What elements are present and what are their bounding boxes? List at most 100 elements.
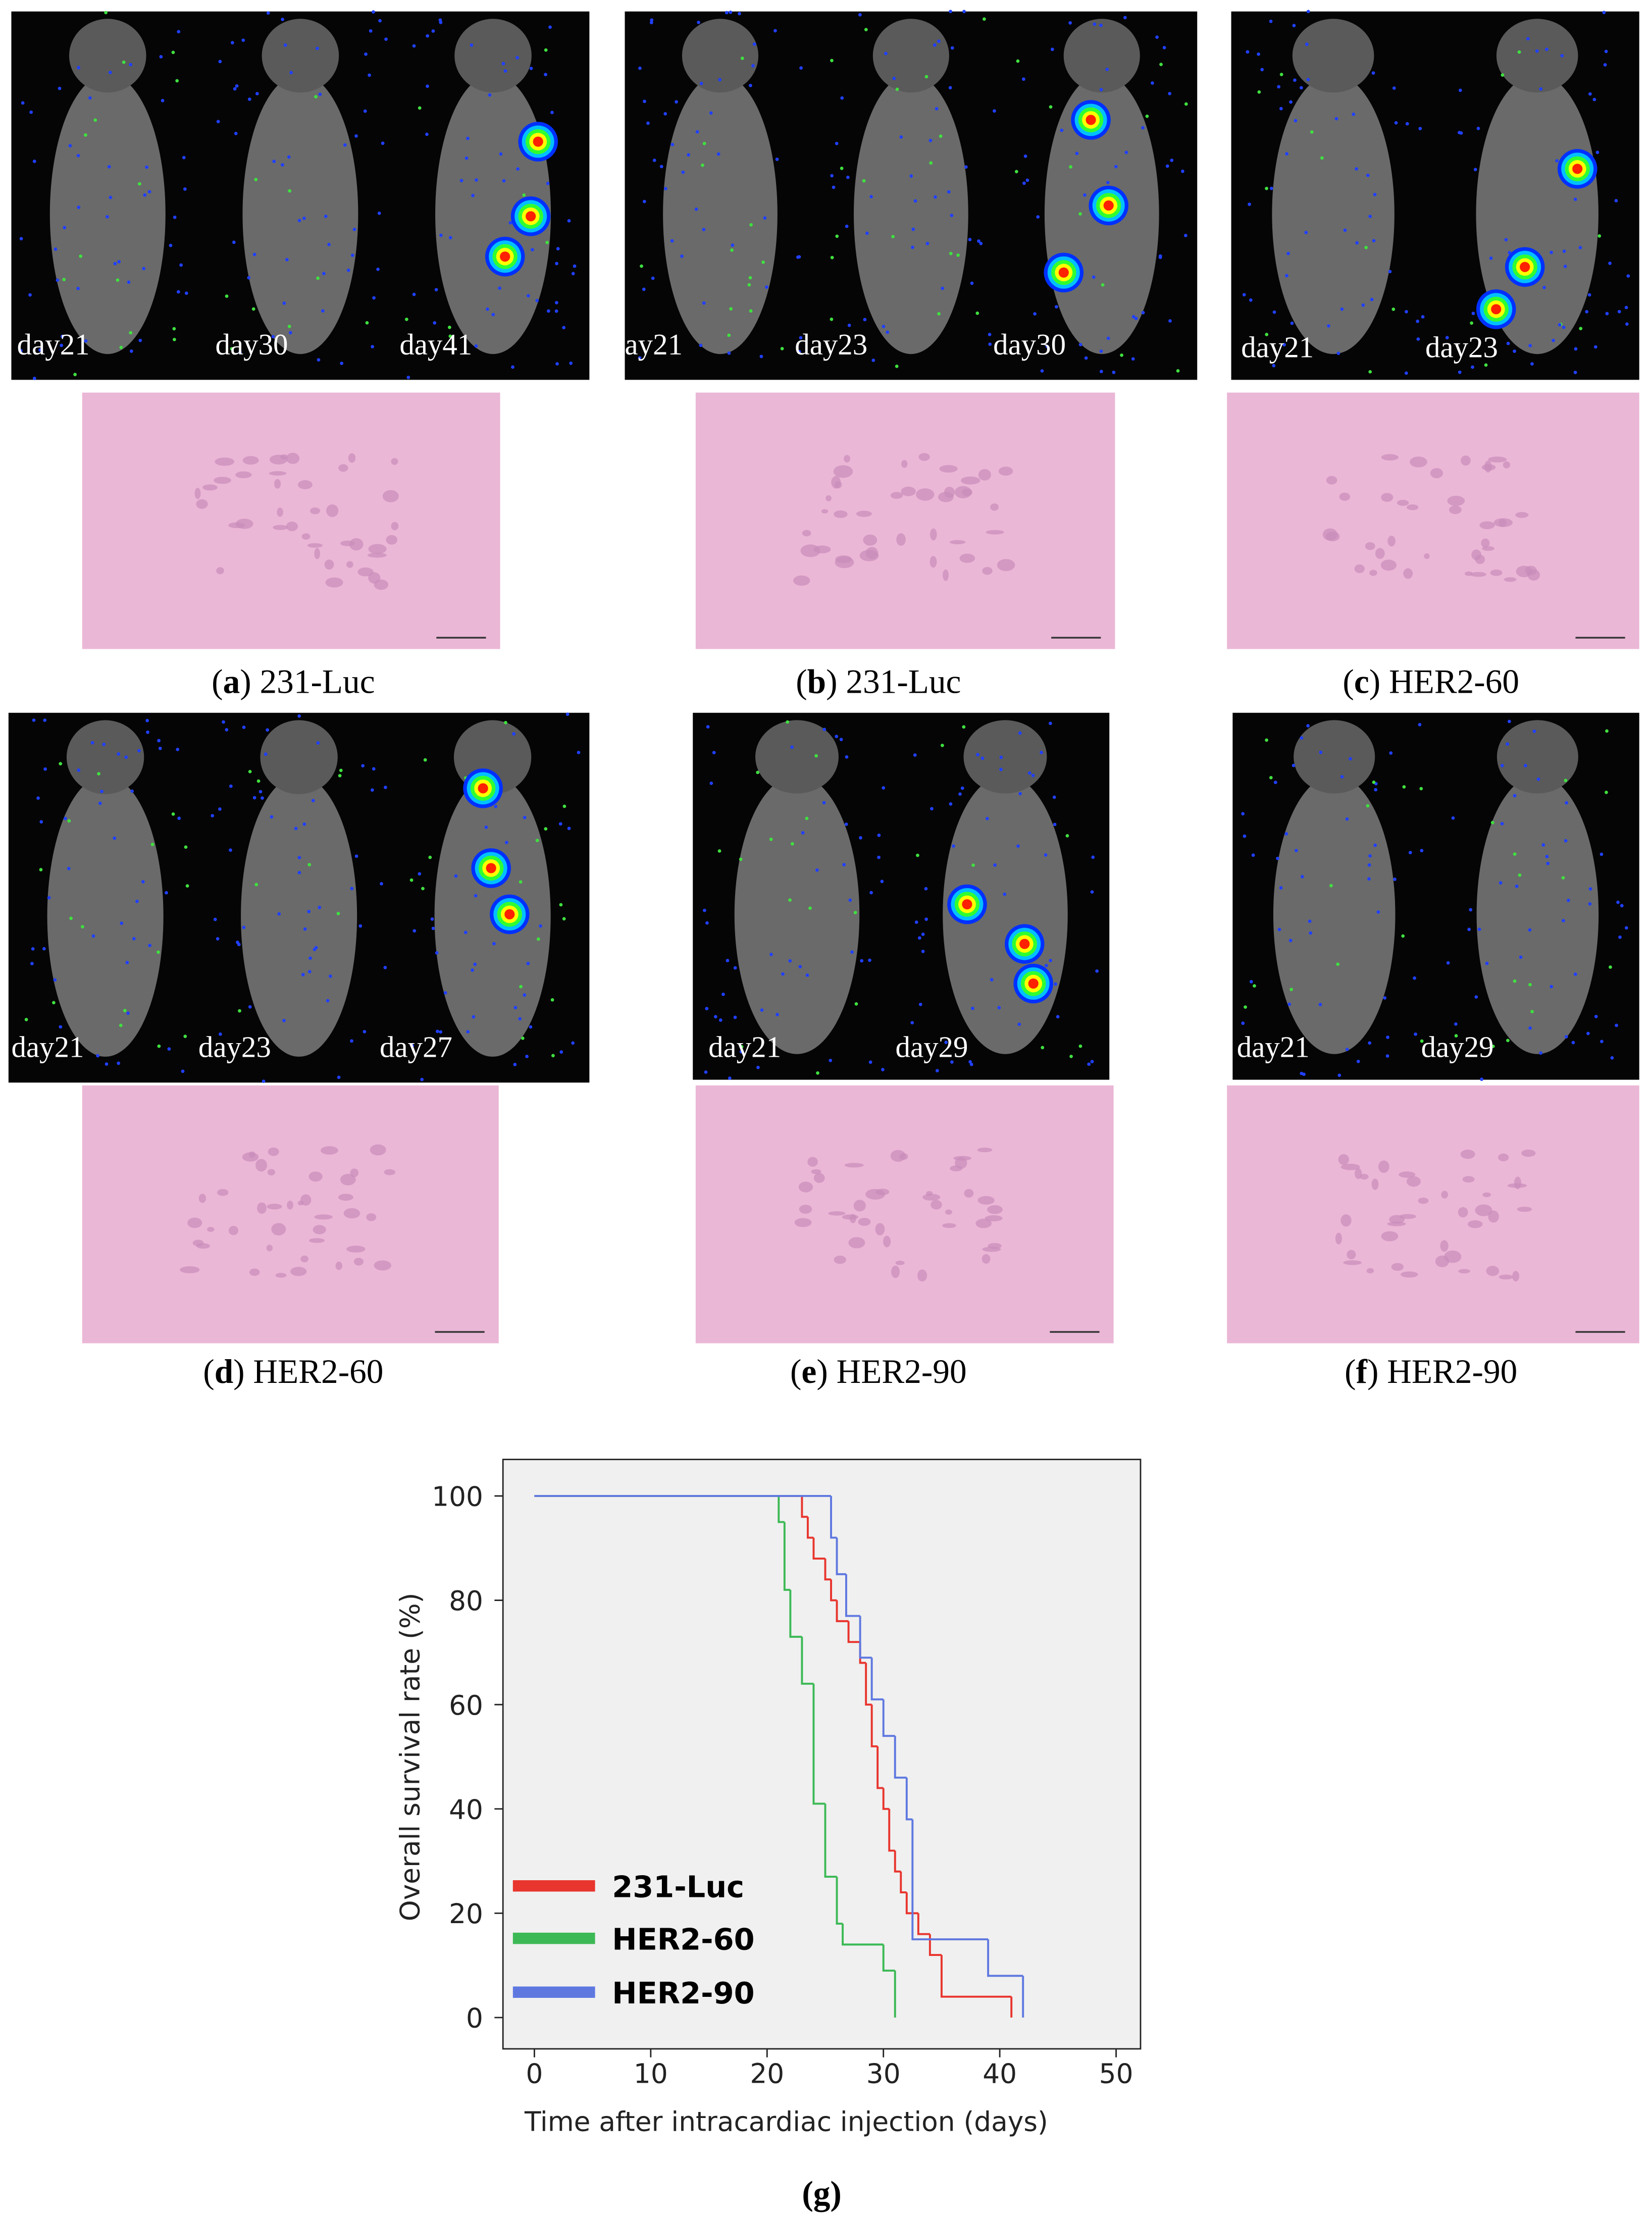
tissue-cluster	[266, 1245, 273, 1252]
signal-dot	[846, 175, 850, 179]
tissue-cluster	[277, 507, 283, 517]
tissue-cluster	[1458, 1207, 1468, 1218]
signal-dot	[1355, 241, 1359, 245]
signal-hotspot	[1520, 262, 1530, 272]
signal-dot	[1446, 961, 1450, 965]
signal-dot	[947, 190, 951, 194]
signal-dot	[504, 841, 508, 845]
signal-dot	[182, 156, 186, 160]
survival-step	[845, 1574, 860, 1617]
tissue-cluster	[308, 1238, 325, 1243]
survival-step	[824, 1558, 832, 1581]
tissue-cluster	[977, 1196, 995, 1205]
panel-caption: (c) HER2-60	[1343, 662, 1519, 700]
signal-dot	[790, 745, 794, 749]
caption-part: e	[801, 1353, 816, 1390]
tissue-cluster	[391, 522, 399, 531]
signal-dot	[513, 1006, 518, 1010]
tissue-cluster	[280, 454, 288, 459]
mouse-body	[663, 74, 778, 354]
signal-dot	[929, 161, 933, 165]
signal-dot	[958, 792, 962, 796]
signal-dot	[643, 99, 646, 104]
signal-dot	[1530, 362, 1534, 366]
signal-dot	[1241, 1021, 1245, 1025]
signal-dot	[150, 843, 154, 846]
signal-dot	[769, 953, 773, 956]
signal-dot	[523, 815, 527, 819]
signal-dot	[868, 958, 871, 962]
signal-dot	[869, 195, 873, 198]
signal-dot	[999, 755, 1003, 759]
signal-dot	[863, 318, 867, 322]
signal-dot	[42, 947, 46, 951]
tissue-cluster	[340, 1173, 356, 1185]
signal-dot	[420, 1077, 424, 1081]
survival-step	[905, 1892, 918, 1915]
signal-dot	[1368, 854, 1372, 858]
survival-step	[894, 1850, 901, 1873]
tissue-cluster	[348, 453, 356, 463]
signal-dot	[143, 193, 147, 197]
caption-part: (	[203, 1353, 214, 1390]
signal-dot	[122, 60, 126, 64]
signal-dot	[504, 720, 507, 725]
signal-dot	[69, 916, 73, 920]
signal-dot	[781, 972, 785, 976]
mouse-head	[454, 19, 532, 93]
tissue-cluster	[1340, 1214, 1352, 1227]
signal-dot	[307, 970, 312, 973]
signal-dot	[129, 349, 133, 353]
signal-dot	[77, 205, 81, 209]
tissue-cluster	[1378, 1160, 1389, 1173]
signal-dot	[106, 215, 109, 219]
signal-dot	[372, 767, 376, 771]
tissue-cluster	[930, 555, 937, 568]
signal-dot	[701, 163, 704, 167]
signal-dot	[649, 21, 653, 25]
tissue-cluster	[853, 1200, 866, 1212]
tissue-cluster	[961, 476, 980, 485]
signal-dot	[748, 276, 752, 280]
tissue-cluster	[1381, 493, 1393, 502]
x-axis-label: Time after intracardiac injection (days)	[524, 2106, 1048, 2138]
survival-step	[928, 1934, 942, 1956]
signal-dot	[941, 744, 944, 747]
tissue-cluster	[945, 1209, 952, 1215]
tissue-cluster	[187, 1217, 202, 1228]
signal-dot	[921, 949, 925, 953]
tissue-cluster	[1397, 499, 1409, 506]
signal-dot	[369, 29, 373, 33]
caption-part: (	[1345, 1353, 1356, 1390]
signal-dot	[1364, 245, 1368, 249]
legend-label: HER2-60	[612, 1922, 754, 1957]
signal-dot	[1489, 256, 1493, 260]
signal-dot	[546, 182, 550, 185]
tissue-cluster	[267, 1204, 282, 1210]
tissue-cluster	[353, 1258, 364, 1266]
signal-dot	[370, 788, 374, 792]
mouse-body	[242, 74, 358, 354]
signal-dot	[326, 999, 330, 1003]
signal-dot	[1272, 310, 1276, 314]
signal-dot	[1016, 844, 1020, 848]
signal-dot	[1458, 370, 1462, 374]
tissue-cluster	[1479, 521, 1495, 530]
signal-dot	[1585, 310, 1589, 314]
signal-dot	[513, 1063, 517, 1066]
tissue-cluster	[848, 1237, 865, 1249]
signal-dot	[1508, 719, 1511, 724]
signal-dot	[687, 153, 691, 157]
tissue-cluster	[1335, 1232, 1342, 1245]
signal-dot	[1327, 324, 1330, 328]
caption-part: ) 231-Luc	[240, 662, 375, 700]
survival-step	[900, 1871, 907, 1894]
signal-dot	[640, 264, 643, 268]
tissue-cluster	[196, 499, 208, 509]
caption-part: ) HER2-60	[233, 1353, 383, 1390]
survival-step	[836, 1537, 846, 1575]
tissue-cluster	[844, 1163, 864, 1168]
mouse-head	[66, 720, 144, 794]
signal-dot	[1134, 317, 1138, 321]
